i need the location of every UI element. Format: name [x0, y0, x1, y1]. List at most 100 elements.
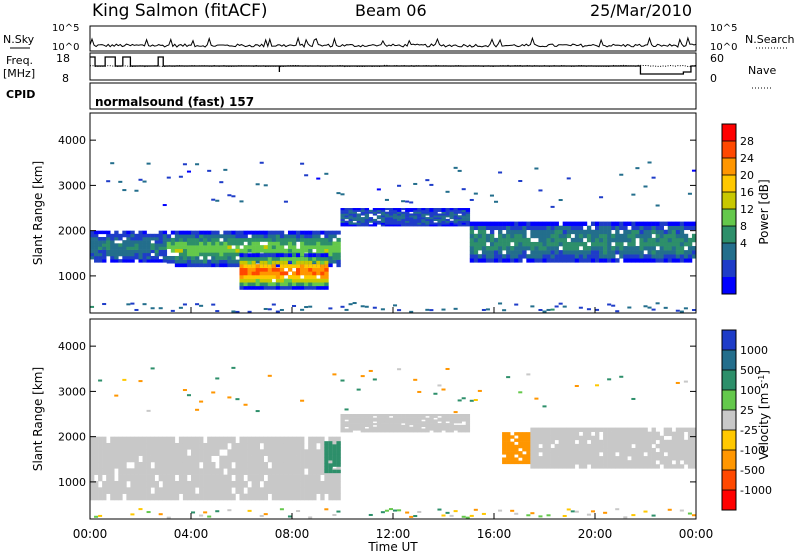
- heatmap-cell: [259, 474, 265, 482]
- heatmap-cell: [287, 468, 293, 475]
- heatmap-cell: [191, 248, 196, 253]
- heatmap-cell: [469, 254, 475, 259]
- heatmap-cell: [102, 449, 107, 456]
- heatmap-cell: [227, 259, 232, 264]
- heatmap-cell: [255, 234, 260, 239]
- heatmap-cell: [364, 211, 370, 214]
- heatmap-speckle: [102, 303, 107, 306]
- heatmap-cell: [324, 245, 329, 250]
- heatmap-cell: [393, 213, 398, 216]
- heatmap-speckle: [344, 408, 349, 411]
- heatmap-cell: [409, 430, 414, 433]
- heatmap-cell: [300, 436, 305, 444]
- heatmap-cell: [360, 414, 366, 417]
- heatmap-cell: [352, 208, 357, 211]
- heatmap-cell: [296, 267, 301, 272]
- heatmap-cell: [247, 245, 252, 250]
- heatmap-cell: [663, 246, 669, 251]
- heatmap-cell: [207, 234, 212, 239]
- heatmap-cell: [449, 222, 454, 225]
- heatmap-cell: [570, 258, 576, 263]
- heatmap-cell: [477, 254, 483, 259]
- heatmap-cell: [538, 225, 543, 231]
- heatmap-cell: [328, 241, 333, 246]
- heatmap-cell: [384, 423, 390, 426]
- heatmap-cell: [449, 430, 454, 433]
- y-tick-label: 3000: [58, 385, 86, 398]
- heatmap-cell: [566, 431, 572, 437]
- heatmap-cell: [691, 456, 697, 461]
- heatmap-cell: [631, 254, 636, 259]
- heatmap-cell: [659, 443, 664, 449]
- heatmap-cell: [494, 221, 499, 226]
- heatmap-speckle: [336, 192, 341, 195]
- x-tick-label: 00:00: [679, 527, 714, 541]
- heatmap-speckle: [227, 396, 232, 399]
- heatmap-cell: [639, 237, 644, 243]
- heatmap-speckle: [384, 509, 389, 512]
- heatmap-cell: [191, 449, 196, 456]
- heatmap-cell: [255, 282, 260, 287]
- heatmap-cell: [170, 436, 176, 444]
- heatmap-cell: [292, 480, 297, 488]
- heatmap-cell: [166, 436, 172, 444]
- heatmap-cell: [425, 209, 430, 212]
- heatmap-cell: [691, 447, 697, 453]
- heatmap-cell: [445, 414, 450, 417]
- heatmap-cell: [506, 233, 511, 239]
- heatmap-cell: [292, 278, 297, 283]
- heatmap-cell: [126, 252, 131, 257]
- heatmap-cell: [90, 233, 95, 238]
- heatmap-cell: [554, 452, 559, 457]
- heatmap-cell: [526, 432, 531, 436]
- heatmap-speckle: [94, 515, 99, 518]
- heatmap-cell: [380, 224, 386, 227]
- heatmap-cell: [142, 252, 147, 257]
- heatmap-cell: [554, 237, 559, 243]
- heatmap-cell: [118, 468, 123, 475]
- heatmap-cell: [675, 452, 681, 457]
- heatmap-cell: [393, 224, 398, 227]
- heatmap-cell: [469, 258, 475, 263]
- heatmap-cell: [352, 415, 357, 418]
- heatmap-cell: [663, 229, 669, 235]
- heatmap-cell: [118, 249, 123, 254]
- heatmap-cell: [114, 233, 119, 238]
- heatmap-cell: [554, 435, 559, 441]
- heatmap-cell: [546, 233, 551, 239]
- heatmap-cell: [590, 443, 596, 449]
- heatmap-cell: [457, 426, 462, 429]
- heatmap-cell: [170, 245, 176, 250]
- heatmap-cell: [376, 208, 382, 211]
- heatmap-cell: [106, 455, 111, 463]
- heatmap-cell: [546, 427, 551, 432]
- heatmap-cell: [619, 460, 624, 465]
- heatmap-cell: [296, 468, 301, 475]
- heatmap-cell: [574, 221, 580, 226]
- heatmap-speckle: [130, 302, 135, 305]
- heatmap-cell: [223, 455, 228, 463]
- heatmap-cell: [207, 449, 212, 456]
- heatmap-cell: [138, 436, 143, 444]
- heatmap-cell: [518, 225, 523, 231]
- heatmap-cell: [615, 246, 620, 251]
- heatmap-cell: [619, 221, 624, 226]
- heatmap-speckle: [380, 308, 385, 311]
- heatmap-cell: [251, 442, 256, 450]
- heatmap-cell: [182, 237, 188, 242]
- heatmap-speckle: [498, 171, 503, 174]
- heatmap-cell: [380, 222, 386, 225]
- heatmap-cell: [627, 221, 632, 226]
- heatmap-cell: [647, 452, 652, 457]
- heatmap-cell: [376, 209, 382, 212]
- heatmap-cell: [397, 415, 402, 418]
- heatmap-cell: [445, 211, 450, 214]
- heatmap-cell: [134, 240, 139, 244]
- heatmap-cell: [380, 417, 386, 420]
- heatmap-speckle: [316, 177, 321, 180]
- heatmap-cell: [203, 449, 208, 456]
- heatmap-cell: [312, 256, 317, 261]
- heatmap-cell: [90, 468, 95, 475]
- heatmap-cell: [300, 480, 305, 488]
- heatmap-cell: [328, 263, 333, 268]
